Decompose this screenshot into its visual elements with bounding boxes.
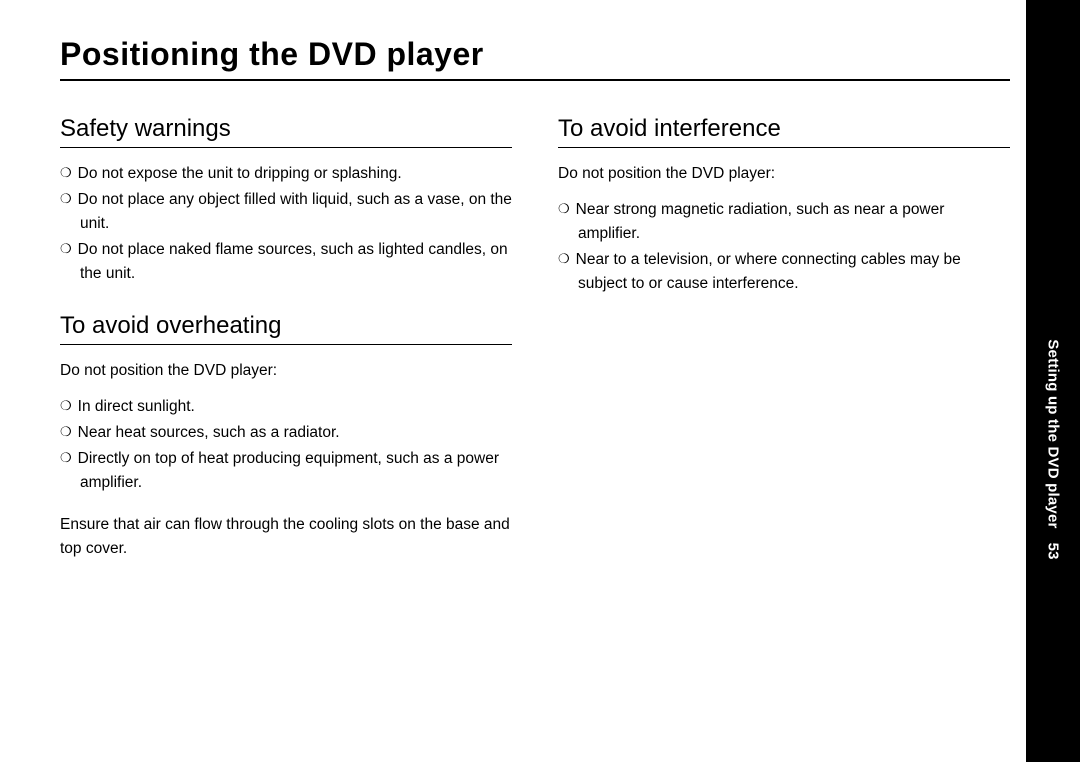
list-item: Directly on top of heat producing equipm…: [60, 447, 512, 495]
list-item: Near to a television, or where connectin…: [558, 248, 1010, 296]
section-safety-warnings: Safety warnings Do not expose the unit t…: [60, 115, 512, 286]
list-item: Near strong magnetic radiation, such as …: [558, 198, 1010, 246]
section-overheating: To avoid overheating Do not position the…: [60, 312, 512, 561]
list-item: Do not place naked flame sources, such a…: [60, 238, 512, 286]
side-tab-bold: DVD player: [1045, 447, 1062, 529]
page-title: Positioning the DVD player: [60, 36, 1010, 79]
bullets-overheating: In direct sunlight. Near heat sources, s…: [60, 395, 512, 495]
title-rule: [60, 79, 1010, 81]
side-tab-prefix: Setting up the: [1045, 339, 1062, 446]
section-interference: To avoid interference Do not position th…: [558, 115, 1010, 296]
left-column: Safety warnings Do not expose the unit t…: [60, 115, 512, 587]
side-tab-label: Setting up the DVD player 53: [1045, 339, 1062, 559]
page-number: 53: [1045, 543, 1062, 560]
intro-overheating: Do not position the DVD player:: [60, 359, 512, 383]
bullets-interference: Near strong magnetic radiation, such as …: [558, 198, 1010, 296]
side-tab: Setting up the DVD player 53: [1026, 0, 1080, 762]
manual-page: Setting up the DVD player 53 Positioning …: [0, 0, 1080, 762]
list-item: Do not expose the unit to dripping or sp…: [60, 162, 512, 186]
heading-interference: To avoid interference: [558, 115, 1010, 148]
outro-overheating: Ensure that air can flow through the coo…: [60, 513, 512, 561]
heading-overheating: To avoid overheating: [60, 312, 512, 345]
content-columns: Safety warnings Do not expose the unit t…: [60, 115, 1010, 587]
list-item: In direct sunlight.: [60, 395, 512, 419]
right-column: To avoid interference Do not position th…: [558, 115, 1010, 587]
intro-interference: Do not position the DVD player:: [558, 162, 1010, 186]
list-item: Do not place any object filled with liqu…: [60, 188, 512, 236]
heading-safety-warnings: Safety warnings: [60, 115, 512, 148]
list-item: Near heat sources, such as a radiator.: [60, 421, 512, 445]
bullets-safety-warnings: Do not expose the unit to dripping or sp…: [60, 162, 512, 286]
